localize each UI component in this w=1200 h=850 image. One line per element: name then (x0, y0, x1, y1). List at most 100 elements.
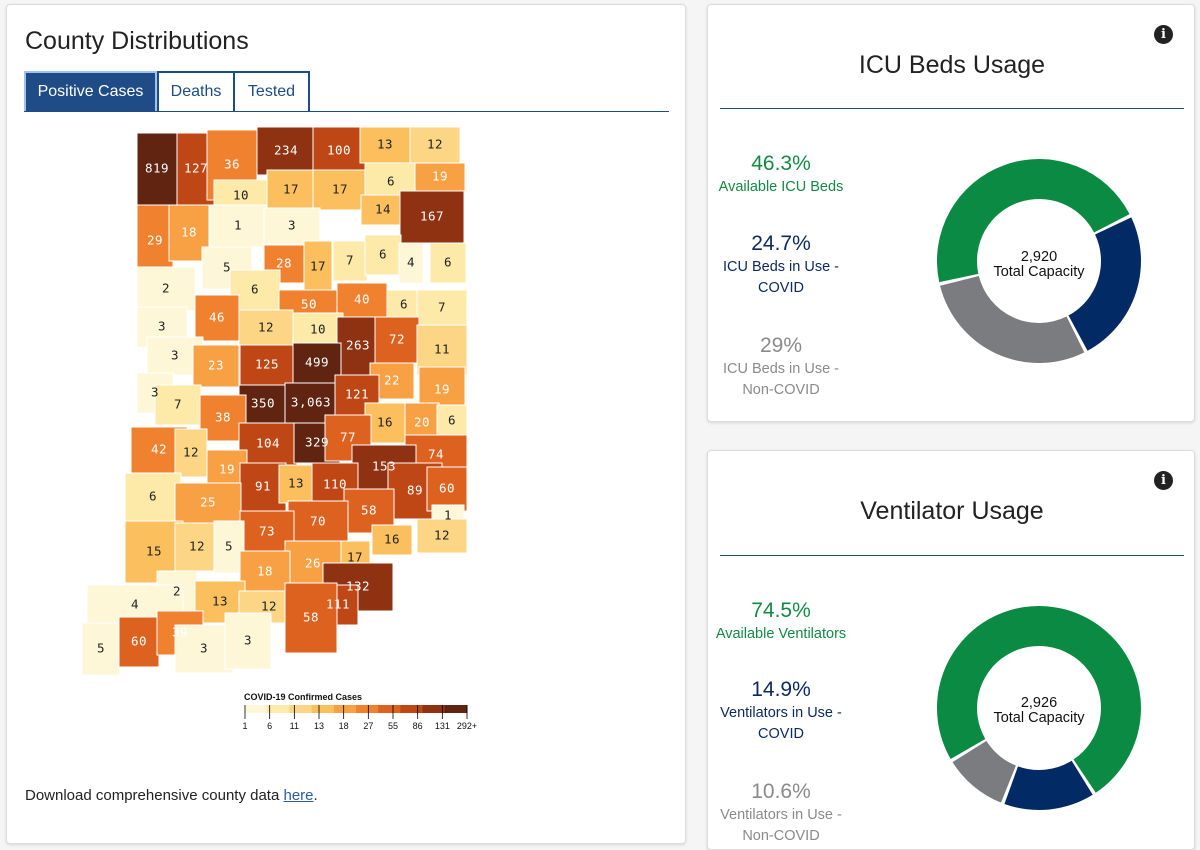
donut-segment[interactable] (1068, 217, 1141, 351)
county-shape[interactable] (199, 394, 247, 442)
donut-segment[interactable] (952, 740, 1016, 803)
county-shape[interactable] (414, 162, 466, 192)
vent-stat-available: 74.5% Available Ventilators (708, 598, 854, 645)
county-value-label: 2 (162, 281, 170, 296)
county-shape[interactable] (303, 240, 333, 294)
county-value-label: 46 (209, 310, 225, 325)
county-shape[interactable] (174, 482, 242, 524)
county-shape[interactable] (371, 524, 413, 556)
county-shape[interactable] (154, 384, 202, 426)
county-shape[interactable] (239, 344, 295, 386)
county-value-label: 12 (183, 445, 199, 460)
county-value-label: 16 (377, 415, 393, 430)
county-shape[interactable] (278, 464, 314, 504)
ventilator-donut-chart: 2,926 Total Capacity (937, 606, 1141, 810)
donut-segment[interactable] (940, 276, 1085, 363)
legend-swatch (289, 705, 313, 713)
donut-segment[interactable] (1004, 760, 1093, 810)
county-shape[interactable] (312, 126, 366, 176)
legend-swatch (422, 705, 446, 713)
icu-donut-chart: 2,920 Total Capacity (937, 158, 1141, 363)
county-shape[interactable] (174, 428, 208, 478)
county-shape[interactable] (81, 622, 121, 676)
county-shape[interactable] (292, 312, 344, 348)
county-shape[interactable] (263, 207, 321, 245)
legend-tick-label: 131 (435, 721, 450, 731)
county-value-label: 10 (310, 322, 326, 337)
download-text: Download comprehensive county data (25, 787, 284, 804)
county-value-label: 12 (261, 599, 277, 614)
county-shape[interactable] (238, 384, 288, 424)
county-value-label: 12 (427, 137, 443, 152)
county-shape[interactable] (192, 344, 240, 388)
icu-info-icon[interactable]: i (1154, 25, 1173, 44)
county-value-label: 89 (407, 483, 423, 498)
county-value-label: 12 (434, 528, 450, 543)
county-shape[interactable] (266, 169, 316, 211)
county-shape[interactable] (312, 169, 368, 211)
county-shape[interactable] (194, 294, 240, 342)
county-value-label: 40 (354, 292, 370, 307)
county-value-label: 26 (305, 556, 321, 571)
county-value-label: 11 (434, 342, 450, 357)
county-shape[interactable] (364, 234, 402, 276)
county-shape[interactable] (416, 518, 468, 554)
legend-tick-label: 1 (242, 721, 247, 731)
county-shape[interactable] (224, 612, 272, 670)
county-shape[interactable] (238, 309, 294, 347)
tab-positive-cases[interactable]: Positive Cases (24, 71, 157, 111)
county-shape[interactable] (426, 466, 468, 512)
county-value-label: 13 (377, 137, 393, 152)
county-value-label: 7 (438, 300, 446, 315)
county-section-title: County Distributions (25, 27, 249, 55)
map-legend: 1 6 11 13 18 27 55 86 131 292+ (242, 705, 477, 731)
county-shape[interactable] (359, 126, 411, 164)
vent-noncovid-label: Ventilators in Use - Non-COVID (720, 807, 842, 844)
county-shape[interactable] (374, 316, 420, 364)
tab-tested[interactable]: Tested (233, 71, 310, 111)
county-shape[interactable] (292, 342, 342, 384)
legend-swatch (356, 705, 379, 713)
county-value-label: 3 (171, 348, 179, 363)
legend-swatch (400, 705, 424, 713)
icu-title: ICU Beds Usage (858, 51, 1046, 79)
county-shape[interactable] (360, 194, 406, 226)
county-shape[interactable] (332, 240, 368, 282)
donut-segment[interactable] (937, 606, 1141, 793)
county-value-label: 73 (259, 524, 275, 539)
county-value-label: 17 (283, 182, 299, 197)
county-distributions-card: County Distributions Positive Cases Deat… (6, 4, 686, 844)
county-shape[interactable] (213, 520, 245, 574)
icu-divider (720, 108, 1184, 109)
county-value-label: 4 (407, 255, 415, 270)
county-shape[interactable] (256, 126, 316, 176)
county-value-label: 110 (323, 477, 347, 492)
county-value-label: 7 (346, 253, 354, 268)
donut-segment[interactable] (937, 158, 1130, 283)
county-shape[interactable] (238, 422, 298, 466)
county-value-label: 17 (310, 259, 326, 274)
download-link[interactable]: here (283, 787, 314, 804)
county-shapes (81, 126, 468, 676)
county-value-label: 6 (387, 174, 395, 189)
county-shape[interactable] (174, 624, 234, 674)
county-value-label: 39 (172, 625, 188, 640)
county-shape[interactable] (118, 616, 160, 668)
county-shape[interactable] (364, 402, 406, 444)
vent-available-label: Available Ventilators (715, 626, 847, 642)
county-value-label: 329 (305, 435, 329, 450)
county-shape[interactable] (284, 582, 338, 654)
ventilator-info-icon[interactable]: i (1154, 471, 1173, 490)
county-shape[interactable] (209, 204, 267, 248)
county-value-label: 127 (184, 161, 208, 176)
county-shape[interactable] (136, 204, 174, 278)
county-value-label: 91 (255, 479, 271, 494)
county-shape[interactable] (398, 242, 424, 284)
legend-swatch (444, 705, 468, 713)
county-value-label: 60 (131, 634, 147, 649)
county-shape[interactable] (399, 190, 465, 244)
county-shape[interactable] (136, 266, 196, 312)
county-shape[interactable] (429, 242, 467, 284)
county-value-label: 6 (379, 247, 387, 262)
county-value-label: 6 (149, 489, 157, 504)
